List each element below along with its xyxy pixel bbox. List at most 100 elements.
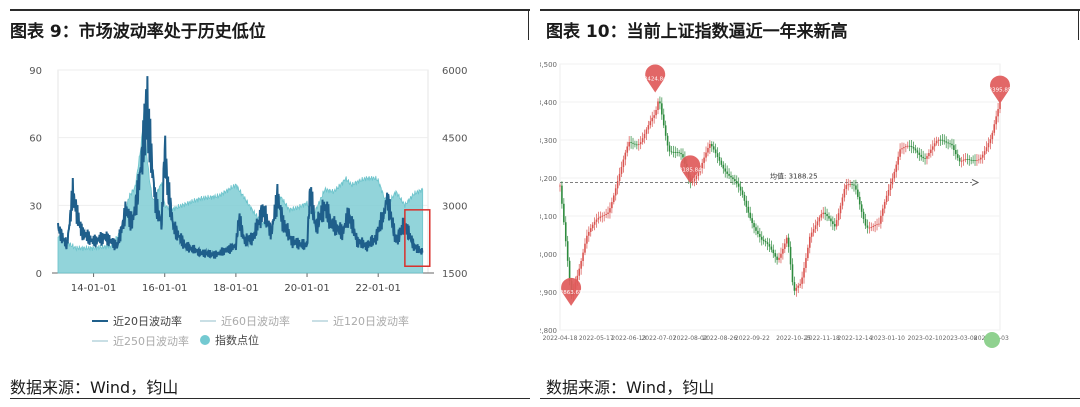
candle-body	[630, 141, 632, 143]
candle-body	[703, 157, 705, 163]
legend-item-vol60[interactable]: 近60日波动率	[200, 313, 290, 329]
candle-body	[747, 206, 750, 213]
legend-item-vol120[interactable]: 近120日波动率	[312, 313, 409, 329]
candle-body	[772, 249, 775, 254]
candle-body	[989, 139, 992, 144]
candle-body	[784, 243, 786, 249]
candle-body	[632, 142, 634, 144]
candle-body	[593, 221, 596, 225]
plot-frame	[559, 63, 1001, 331]
badge-circle	[984, 332, 1000, 348]
candle-body	[607, 212, 609, 214]
legend-item-index[interactable]: 指数点位	[200, 332, 259, 348]
candle-body	[741, 190, 744, 195]
candle-body	[718, 157, 721, 161]
y-right-tick-label: 3000	[442, 201, 467, 212]
candle-body	[639, 142, 642, 145]
y-right-tick-label: 1500	[442, 269, 467, 280]
candle-body	[891, 178, 894, 185]
left-chart-title: 图表 9：市场波动率处于历史低位	[10, 22, 266, 42]
candle-body	[584, 243, 586, 253]
candle-body	[830, 218, 832, 222]
candle-body	[857, 189, 859, 197]
candle-body	[776, 256, 778, 260]
y-tick-label: 3,400	[540, 99, 557, 107]
candle-body	[991, 132, 994, 140]
candle-body	[943, 140, 946, 142]
candle-body	[812, 229, 815, 233]
candle-body	[588, 231, 590, 236]
candle-body	[701, 162, 703, 169]
candle-body	[586, 235, 588, 244]
left-bottom-rule	[10, 398, 530, 399]
candle-body	[905, 146, 907, 148]
candle-body	[735, 181, 738, 184]
x-tick-label: 2023-01-10	[870, 335, 905, 342]
x-tick-label: 18-01-01	[213, 283, 258, 294]
candle-body	[868, 227, 871, 229]
candle-body	[678, 152, 680, 154]
candle-body	[797, 285, 800, 288]
candle-body	[674, 152, 677, 153]
legend-label-vol60: 近60日波动率	[221, 315, 290, 328]
candle-body	[824, 212, 826, 215]
candle-body	[970, 159, 972, 161]
candle-body	[599, 216, 602, 218]
y-tick-label: 3,300	[540, 137, 557, 145]
candle-body	[979, 157, 982, 160]
mean-label: 均值: 3188.25	[770, 171, 818, 180]
candle-body	[826, 214, 828, 217]
left-source: 数据来源：Wind，钧山	[10, 378, 179, 397]
candle-body	[720, 160, 723, 165]
y-left-tick-label: 30	[29, 201, 42, 212]
candle-body	[636, 144, 638, 146]
candle-body	[816, 221, 819, 226]
legend-label-vol250: 近250日波动率	[113, 335, 189, 348]
candle-body	[847, 184, 850, 186]
candle-body	[672, 151, 675, 153]
y-tick-label: 3,100	[540, 213, 557, 221]
legend-item-vol20[interactable]: 近20日波动率	[92, 313, 182, 329]
candle-body	[983, 151, 986, 155]
candle-body	[787, 237, 790, 247]
candle-body	[937, 139, 940, 141]
candle-body	[997, 109, 999, 117]
candle-body	[880, 215, 882, 224]
legend-swatch-vol250	[92, 340, 108, 342]
candle-body	[832, 221, 834, 225]
candle-body	[724, 168, 727, 172]
candle-body	[814, 225, 817, 230]
candle-body	[855, 185, 857, 190]
candle-body	[566, 241, 569, 261]
candle-body	[651, 117, 654, 122]
legend-item-vol250[interactable]: 近250日波动率	[92, 333, 189, 349]
candle-body	[895, 164, 898, 172]
legend-swatch-vol20	[92, 320, 108, 322]
marker-label: 2863.65	[560, 290, 583, 296]
x-tick-label: 2023-03-08	[943, 335, 978, 342]
candle-body	[693, 178, 696, 182]
candle-body	[789, 246, 792, 265]
candle-body	[930, 149, 932, 154]
candle-body	[770, 246, 773, 250]
left-side-rule	[528, 10, 529, 40]
candle-body	[858, 196, 861, 205]
candle-body	[960, 160, 963, 162]
candle-body	[918, 152, 921, 155]
candle-body	[732, 177, 734, 180]
candle-body	[589, 228, 592, 232]
candle-body	[766, 242, 769, 245]
x-tick-label: 2022-11-18	[805, 335, 840, 342]
candle-body	[670, 151, 673, 153]
right-bottom-rule	[540, 398, 1080, 399]
candle-body	[987, 143, 990, 148]
candle-body	[807, 247, 809, 259]
left-panel: 图表 9：市场波动率处于历史低位 0 30 60 90 1500 3000 4500 6000…	[0, 0, 530, 407]
candle-body	[712, 146, 715, 150]
candle-body	[645, 129, 648, 134]
candle-body	[862, 211, 865, 219]
candle-body	[939, 139, 942, 141]
x-tick-label: 2022-12-14	[838, 335, 873, 342]
candle-body	[785, 237, 788, 244]
x-tick-label: 22-01-01	[355, 283, 400, 294]
